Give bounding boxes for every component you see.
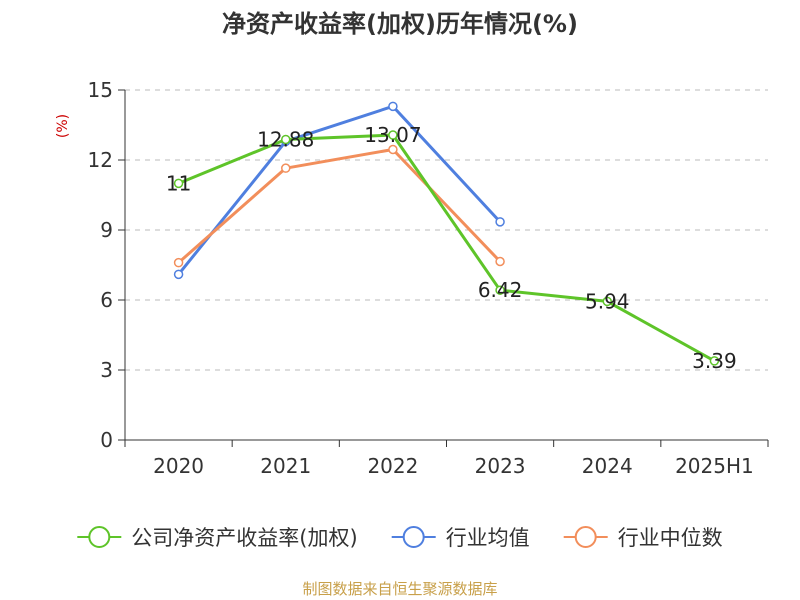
series-line-0: [178, 133, 716, 363]
series-lines: [173, 101, 720, 366]
point-0-2022: [388, 130, 398, 140]
x-tick-label-2021: 2021: [260, 454, 311, 478]
y-axis-unit: (%): [55, 114, 71, 138]
point-2-2021: [281, 163, 291, 173]
grid-lines: [125, 89, 768, 371]
y-tick-label-9: 9: [100, 218, 113, 242]
chart-title: 净资产收益率(加权)历年情况(%): [222, 10, 578, 38]
point-2-2020: [173, 257, 184, 268]
point-1-2023: [495, 217, 505, 227]
point-0-2025H1: [709, 356, 720, 366]
x-tick-label-2023: 2023: [475, 454, 526, 478]
axes: 0 3 6 9 12 15 2020 2021 2022 2023 2024 2025H1: [88, 78, 769, 478]
point-0-2023: [495, 285, 505, 295]
point-0-2020: [173, 178, 184, 189]
legend-marker-0: [88, 526, 111, 548]
legend-marker-1: [402, 526, 425, 548]
y-tick-label-6: 6: [100, 288, 113, 312]
series-line-2: [177, 148, 502, 264]
y-tick-label-3: 3: [100, 358, 113, 382]
data-label-2023: 6.42: [478, 278, 523, 302]
series-line-1: [177, 104, 502, 276]
legend: 公司净资产收益率(加权) 行业均值 行业中位数: [77, 526, 723, 550]
data-labels: 11 12.88 13.07 6.42 5.94 3.39: [166, 123, 737, 373]
x-tick-label-2025H1: 2025H1: [675, 454, 754, 478]
legend-label-1: 行业均值: [446, 526, 530, 550]
point-0-2021: [281, 134, 291, 145]
y-tick-label-15: 15: [88, 78, 113, 102]
x-tick-label-2022: 2022: [367, 454, 418, 478]
point-1-2020: [173, 269, 184, 280]
x-tick-label-2024: 2024: [582, 454, 633, 478]
legend-label-2: 行业中位数: [618, 526, 723, 550]
point-2-2023: [495, 256, 505, 267]
data-label-2022: 13.07: [364, 123, 421, 147]
data-label-2024: 5.94: [585, 289, 630, 313]
point-0-2024: [602, 296, 612, 307]
x-tick-label-2020: 2020: [153, 454, 204, 478]
y-tick-label-0: 0: [100, 428, 113, 452]
data-label-2025H1: 3.39: [692, 349, 737, 373]
data-label-2021: 12.88: [257, 127, 314, 151]
data-source-note: 制图数据来自恒生聚源数据库: [302, 580, 497, 598]
point-2-2022: [388, 144, 398, 155]
y-tick-label-12: 12: [88, 148, 113, 172]
point-1-2022: [388, 101, 398, 112]
legend-marker-2: [574, 526, 597, 548]
legend-label-0: 公司净资产收益率(加权): [131, 526, 357, 550]
data-label-2020: 11: [166, 171, 191, 195]
